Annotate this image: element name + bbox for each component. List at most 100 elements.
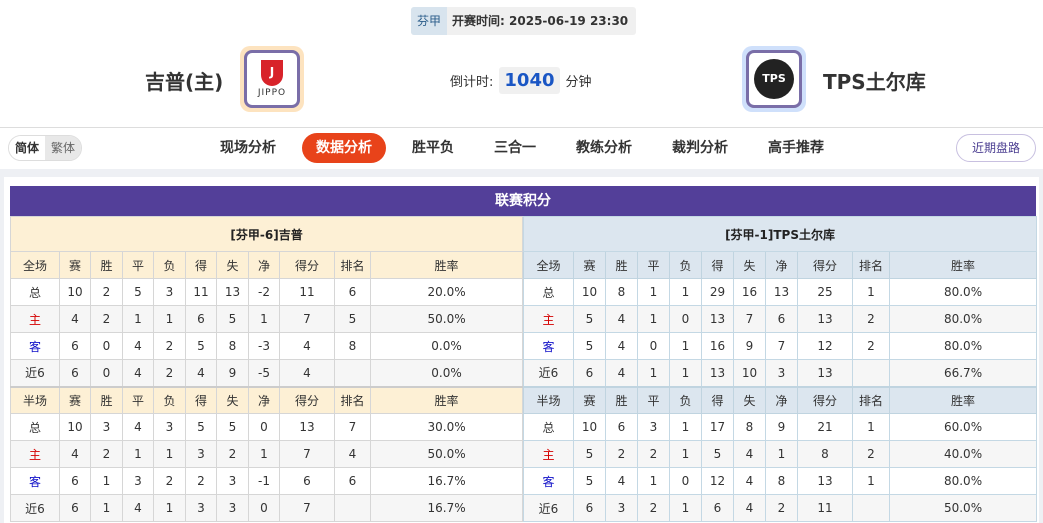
cell: 10 [733,359,766,387]
team-table-title: [芬甲-1]TPS土尔库 [522,216,1038,252]
recent-handicap-button[interactable]: 近期盘路 [956,134,1036,162]
cell: 5 [216,305,249,333]
column-header: 净 [248,385,280,414]
home-team-name[interactable]: 吉普(主) [145,70,224,94]
main-tabs: 现场分析 数据分析 胜平负 三合一 教练分析 裁判分析 高手推荐 [206,133,850,163]
traditional-button[interactable]: 繁体 [45,136,82,160]
cell: 4 [733,440,766,468]
countdown-value: 1040 [499,67,560,94]
cell: 3 [765,359,798,387]
cell: 6 [334,467,371,495]
table-row: 客 5 4 1 0 12 4 8 13 1 80.0% [523,467,1038,495]
league-badge[interactable]: 芬甲 [411,7,448,35]
column-header: 得 [185,385,217,414]
tab-2[interactable]: 胜平负 [412,140,454,156]
cell: 1 [637,305,670,333]
cell: 5 [185,332,217,360]
cell: 6 [701,494,734,522]
cell: 1 [669,332,702,360]
column-header: 负 [153,385,186,414]
cell: 7 [279,440,335,468]
cell [334,359,371,387]
table-row: 总 10 2 5 3 11 13 -2 11 6 20.0% [10,278,524,306]
cell: 13 [765,278,798,306]
cell: 7 [334,413,371,441]
cell: 3 [216,467,249,495]
tab-5[interactable]: 裁判分析 [672,140,728,156]
tab-1[interactable]: 数据分析 [302,133,386,163]
column-header: 得分 [279,251,335,279]
cell: 4 [122,413,154,441]
cell: 12 [701,467,734,495]
tab-0[interactable]: 现场分析 [220,140,276,156]
cell: 6 [334,278,371,306]
cell: 6 [765,305,798,333]
cell: 25 [797,278,853,306]
column-header: 半场 [10,385,60,414]
cell: 13 [216,278,249,306]
column-header: 平 [122,385,154,414]
crest-icon: TPS [754,59,794,99]
cell: 0 [637,332,670,360]
cell: 5 [216,413,249,441]
away-standings-table: [芬甲-1]TPS土尔库 全场赛胜平负得失净得分 排名 胜率总 10 8 1 1 29 16 13 2… [522,216,1038,522]
table-row: 主 4 2 1 1 3 2 1 7 4 50.0% [10,440,524,468]
column-header: 排名 [334,251,371,279]
row-label: 客 [10,467,60,495]
tab-4[interactable]: 教练分析 [576,140,632,156]
cell: 4 [605,332,638,360]
cell: -5 [248,359,280,387]
cell: 1 [669,494,702,522]
tab-3[interactable]: 三合一 [494,140,536,156]
row-label: 总 [523,278,574,306]
table-row: 近6 6 0 4 2 4 9 -5 4 0.0% [10,359,524,387]
cell: 6 [59,467,91,495]
cell: -1 [248,467,280,495]
home-team-logo[interactable]: J JIPPO [240,46,304,112]
table-row: 近6 6 1 4 1 3 3 0 7 16.7% [10,494,524,522]
cell: 16 [701,332,734,360]
cell: 4 [279,359,335,387]
cell: 20.0% [369,278,524,306]
cell: 60.0% [888,413,1038,441]
column-header: 赛 [59,251,91,279]
away-team-name[interactable]: TPS土尔库 [823,70,926,94]
cell: 4 [122,494,154,522]
table-row: 客 6 0 4 2 5 8 -3 4 8 0.0% [10,332,524,360]
cell: 1 [852,413,890,441]
column-header: 得分 [797,251,853,279]
cell: 4 [733,494,766,522]
away-team-logo[interactable]: TPS [742,46,806,112]
cell: 0 [90,332,123,360]
cell: 80.0% [888,278,1038,306]
column-header: 净 [765,385,798,414]
cell: 10 [573,413,606,441]
column-header: 胜率 [369,251,524,279]
tab-6[interactable]: 高手推荐 [768,140,824,156]
nav-bar: 简体 繁体 现场分析 数据分析 胜平负 三合一 教练分析 裁判分析 高手推荐 近期盘路 [0,129,1043,169]
column-header: 胜 [605,385,638,414]
cell: 11 [279,278,335,306]
cell: 40.0% [888,440,1038,468]
simplified-button[interactable]: 简体 [9,136,46,160]
cell: 2 [153,467,186,495]
cell: 3 [122,467,154,495]
cell: 3 [216,494,249,522]
cell: 1 [637,467,670,495]
column-header: 全场 [10,251,60,279]
column-header: 负 [153,251,186,279]
table-row: 主 5 2 2 1 5 4 1 8 2 40.0% [523,440,1038,468]
cell: 1 [90,467,123,495]
cell: 9 [765,413,798,441]
team-table-title: [芬甲-6]吉普 [9,216,524,252]
cell: 2 [852,440,890,468]
cell: 1 [669,413,702,441]
cell: 16 [733,278,766,306]
table-row: 总 10 8 1 1 29 16 13 25 1 80.0% [523,278,1038,306]
cell: 6 [185,305,217,333]
cell: 6 [59,332,91,360]
cell: 4 [122,359,154,387]
cell: 10 [59,278,91,306]
column-header: 平 [122,251,154,279]
cell: 1 [122,440,154,468]
